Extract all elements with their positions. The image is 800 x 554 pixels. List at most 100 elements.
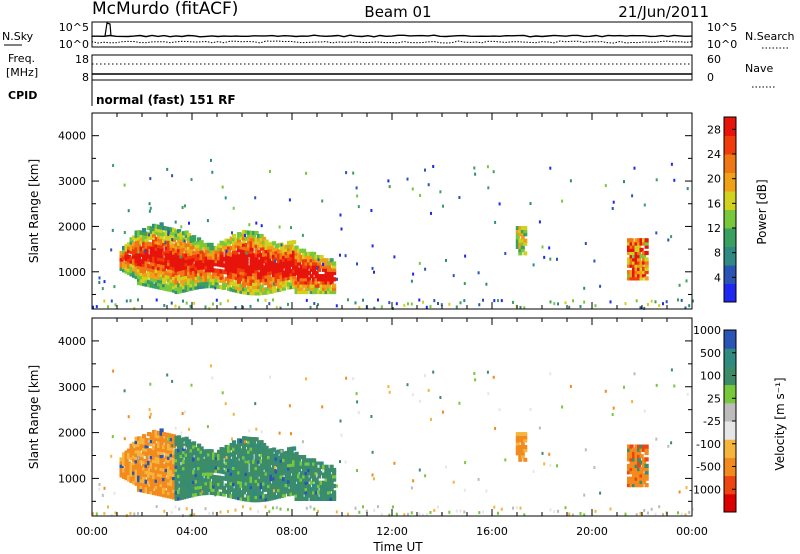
velocity-cell (134, 446, 139, 451)
velocity-cell (492, 375, 495, 379)
power-cell (327, 264, 332, 269)
velocity-cell (264, 445, 269, 450)
velocity-cell (498, 408, 501, 412)
velocity-cell (264, 458, 269, 463)
velocity-cell (268, 510, 271, 514)
power-cell (274, 288, 279, 293)
velocity-cell (297, 496, 302, 501)
power-cell (183, 239, 186, 243)
velocity-cell (327, 496, 332, 501)
velocity-cell (634, 467, 639, 472)
power-cell (179, 231, 184, 236)
velocity-cell (244, 452, 249, 457)
velocity-cell (302, 490, 307, 495)
power-cell (274, 247, 279, 252)
power-cell (103, 280, 106, 284)
power-cell (232, 243, 237, 248)
power-cell (289, 250, 294, 255)
power-cell (304, 258, 309, 263)
power-cell (212, 268, 217, 273)
velocity-cell (272, 489, 275, 493)
power-cell (264, 298, 267, 302)
power-cell (129, 259, 134, 264)
velocity-cell (237, 470, 242, 475)
power-cell (212, 274, 217, 279)
power-cell (184, 259, 189, 264)
velocity-cell (257, 494, 262, 499)
velocity-cell (257, 449, 262, 455)
power-cell (312, 283, 317, 288)
power-cell (634, 276, 639, 281)
velocity-cell (214, 493, 217, 497)
velocity-cell (234, 482, 239, 487)
power-cell (252, 272, 257, 277)
velocity-cell (182, 450, 187, 455)
velocity-cell (209, 471, 214, 476)
velocity-cell (134, 443, 139, 448)
velocity-cell (147, 486, 152, 491)
power-cell (172, 244, 177, 249)
power-cell (297, 258, 302, 263)
velocity-cell (227, 448, 232, 453)
power-cell (142, 269, 147, 274)
velocity-cell (185, 507, 188, 511)
velocity-cell (633, 372, 636, 376)
power-cell (247, 281, 252, 286)
velocity-cell (124, 450, 129, 455)
power-cell (287, 250, 292, 255)
velocity-cell (162, 483, 167, 488)
velocity-cell (187, 464, 192, 470)
velocity-cell (249, 465, 254, 471)
velocity-cell (299, 455, 304, 460)
power-cell (217, 249, 222, 254)
velocity-cell (232, 446, 237, 451)
power-cell (197, 237, 202, 242)
velocity-cell (152, 439, 157, 444)
velocity-cell (232, 459, 237, 464)
velocity-cell (304, 483, 309, 489)
velocity-cell (209, 474, 214, 479)
power-cell (373, 270, 375, 274)
velocity-cell (312, 493, 317, 498)
power-cell (237, 235, 242, 240)
power-cell (259, 240, 264, 245)
power-cell (324, 286, 329, 291)
velocity-cell (217, 465, 222, 471)
velocity-cell (262, 452, 267, 457)
power-cell (594, 304, 597, 308)
velocity-cell (289, 488, 294, 493)
power-cell (259, 246, 264, 251)
velocity-cell (264, 477, 269, 483)
power-cell (204, 284, 209, 289)
power-cell (463, 282, 466, 285)
power-cell (227, 274, 232, 279)
velocity-cell (159, 470, 164, 475)
power-cell (189, 270, 194, 275)
power-cell (307, 283, 312, 288)
power-cell (184, 278, 189, 283)
velocity-cell (518, 438, 523, 443)
power-cell (242, 271, 247, 276)
velocity-cell (249, 481, 254, 487)
power-cell (299, 264, 304, 269)
velocity-cell (242, 464, 247, 470)
power-cell (132, 254, 137, 259)
velocity-cell (149, 464, 154, 469)
velocity-cell (247, 472, 252, 477)
velocity-cell (139, 481, 144, 486)
x-tick-label: 00:00 (676, 525, 708, 538)
power-cell (132, 264, 137, 269)
velocity-cell (144, 489, 149, 494)
velocity-cell (282, 480, 287, 485)
velocity-cell (167, 471, 172, 476)
power-cell (164, 251, 169, 257)
power-cell (317, 261, 322, 266)
power-cell (154, 284, 159, 289)
velocity-cell (332, 493, 337, 498)
power-cell (277, 259, 282, 264)
velocity-cell (194, 463, 199, 468)
power-cell (214, 252, 219, 257)
velocity-cell (257, 478, 262, 483)
power-cell (549, 300, 552, 304)
power-cell (197, 256, 202, 261)
